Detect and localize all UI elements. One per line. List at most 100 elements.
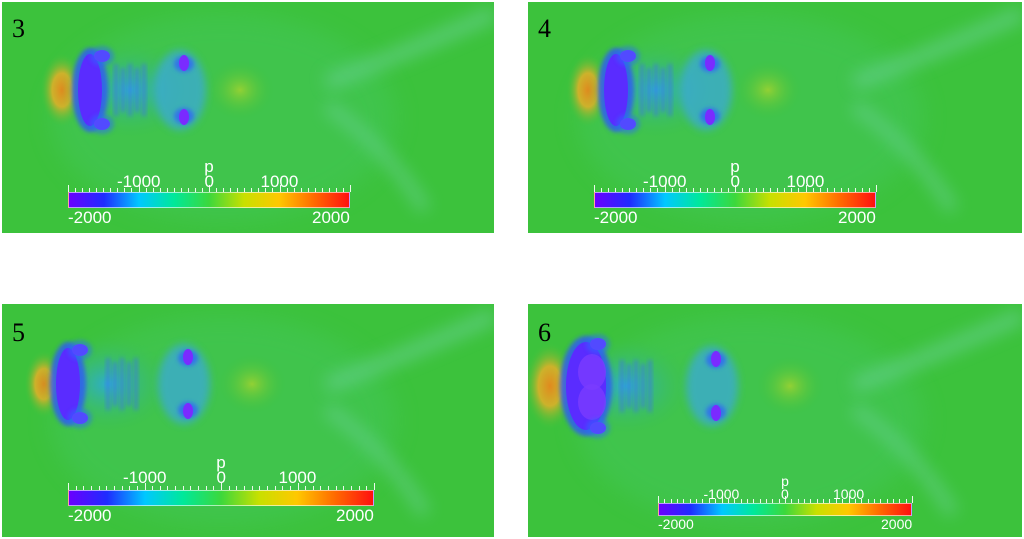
colorbar-tick-mark	[886, 499, 888, 503]
colorbar: p -1000 0 1000 -2000 2000	[594, 158, 877, 227]
colorbar-tick-mark	[374, 483, 375, 490]
colorbar-min-label: -2000	[594, 208, 638, 227]
colorbar-tick-mark	[785, 496, 786, 503]
colorbar-tick-mark	[209, 185, 210, 192]
colorbar-tick-mark	[221, 483, 222, 490]
colorbar-tick-mark	[230, 188, 232, 192]
colorbar-tick-mark	[854, 188, 856, 192]
colorbar-tick-mark	[734, 499, 736, 503]
colorbar-tick-mark	[810, 499, 812, 503]
colorbar-tick-mark	[305, 486, 307, 490]
colorbar-tick-mark	[124, 188, 126, 192]
colorbar-tick-mark	[670, 499, 672, 503]
colorbar-tick-mark	[265, 188, 267, 192]
colorbar-title: p	[204, 157, 214, 176]
colorbar-tick-mark	[791, 499, 793, 503]
colorbar-tick-mark	[756, 188, 758, 192]
colorbar-tick-mark	[131, 188, 133, 192]
colorbar-tick-mark	[167, 486, 169, 490]
colorbar-tick-mark	[861, 188, 863, 192]
colorbar-tick-mark	[805, 185, 807, 192]
colorbar-tick-mark	[689, 499, 691, 503]
colorbar-tick-mark	[636, 188, 638, 192]
colorbar-tick-mark	[138, 185, 140, 192]
colorbar-tick-mark	[708, 499, 710, 503]
colorbar-tick-mark	[735, 185, 736, 192]
colorbar-ticks	[68, 158, 351, 192]
colorbar-tick-mark	[847, 188, 849, 192]
colorbar-tick-mark	[812, 188, 814, 192]
colorbar-tick-mark	[629, 188, 631, 192]
colorbar-tick-mark	[892, 499, 894, 503]
colorbar-tick-mark	[98, 486, 100, 490]
colorbar-tick-mark	[671, 188, 673, 192]
colorbar-tick-mark	[251, 486, 253, 490]
panel-label: 3	[12, 14, 25, 43]
colorbar-tick-mark	[746, 499, 748, 503]
colorbar-tick-label: -1000	[117, 172, 161, 192]
colorbar-tick-mark	[159, 486, 161, 490]
colorbar-tick-mark	[905, 499, 907, 503]
colorbar-tick-mark	[861, 499, 863, 503]
colorbar-tick-mark	[110, 188, 112, 192]
colorbar-tick-mark	[282, 486, 284, 490]
pressure-field-panel-4: 4 p -1000 0 1000 -2000 2000	[528, 2, 1022, 233]
colorbar-tick-mark	[742, 188, 744, 192]
colorbar-tick-mark	[201, 188, 203, 192]
colorbar-tick-mark	[129, 486, 131, 490]
colorbar-tick-mark	[144, 483, 146, 490]
colorbar-tick-mark	[683, 499, 685, 503]
colorbar-tick-mark	[106, 486, 108, 490]
colorbar-tick-mark	[328, 188, 330, 192]
colorbar-tick-mark	[351, 486, 353, 490]
colorbar-tick-label: -1000	[703, 485, 740, 502]
colorbar-tick-mark	[692, 188, 694, 192]
colorbar-tick-mark	[770, 188, 772, 192]
colorbar-tick-mark	[300, 188, 302, 192]
colorbar-tick-mark	[259, 486, 261, 490]
colorbar-tick-mark	[797, 499, 799, 503]
colorbar-ticks	[658, 474, 913, 503]
colorbar-tick-mark	[677, 499, 679, 503]
colorbar-tick-mark	[826, 188, 828, 192]
colorbar-tick-label: -1000	[123, 468, 167, 488]
colorbar-tick-mark	[68, 483, 69, 490]
colorbar-tick-mark	[274, 486, 276, 490]
colorbar-tick-mark	[713, 188, 715, 192]
colorbar-tick-mark	[194, 188, 196, 192]
colorbar-tick-mark	[121, 486, 123, 490]
pressure-field-panel-6: 6 p -1000 0 1000 -2000 2000	[528, 304, 1022, 537]
colorbar-tick-mark	[819, 188, 821, 192]
colorbar-tick-mark	[880, 499, 882, 503]
colorbar-tick-label: 1000	[833, 485, 865, 502]
colorbar-tick-label: -1000	[643, 172, 687, 192]
colorbar-max-label: 2000	[336, 506, 374, 525]
colorbar-tick-mark	[342, 188, 344, 192]
colorbar-tick-mark	[213, 486, 215, 490]
colorbar-min-label: -2000	[68, 506, 112, 525]
colorbar-tick-mark	[594, 185, 595, 192]
colorbar-ticks	[594, 158, 877, 192]
colorbar-tick-mark	[243, 486, 245, 490]
colorbar-tick-label: 1000	[786, 172, 825, 192]
colorbar-gradient	[68, 192, 350, 208]
colorbar-tick-mark	[90, 486, 92, 490]
panel-label: 4	[538, 14, 551, 43]
colorbar-tick-mark	[643, 188, 645, 192]
colorbar-tick-mark	[145, 188, 147, 192]
colorbar-tick-mark	[657, 188, 659, 192]
colorbar-tick-mark	[848, 496, 850, 503]
colorbar-tick-mark	[678, 188, 680, 192]
colorbar-tick-mark	[335, 486, 337, 490]
colorbar-tick-label: 1000	[278, 468, 317, 488]
colorbar-tick-mark	[715, 499, 717, 503]
colorbar-tick-mark	[159, 188, 161, 192]
colorbar-tick-mark	[251, 188, 253, 192]
colorbar-tick-mark	[223, 188, 225, 192]
colorbar-tick-mark	[286, 188, 288, 192]
colorbar-tick-mark	[175, 486, 177, 490]
colorbar-tick-mark	[321, 188, 323, 192]
colorbar-tick-mark	[216, 188, 218, 192]
colorbar-tick-mark	[68, 185, 69, 192]
colorbar-tick-mark	[89, 188, 91, 192]
